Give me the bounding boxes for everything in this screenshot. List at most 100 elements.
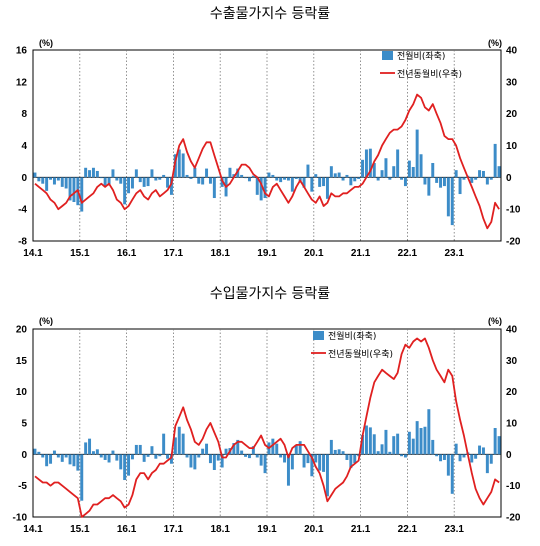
bar (380, 170, 384, 178)
bar (45, 454, 49, 467)
bar (431, 163, 435, 178)
bar (372, 163, 376, 178)
bar (169, 454, 173, 464)
bar (119, 454, 123, 470)
x-tick-label: 19.1 (257, 248, 277, 259)
bar (361, 434, 365, 455)
bar (384, 158, 388, 178)
right-tick-label: 10 (506, 419, 518, 430)
bar (197, 177, 201, 184)
bar (341, 177, 345, 181)
bar (298, 177, 302, 182)
bar (497, 436, 501, 455)
bar (306, 164, 310, 178)
bar (474, 177, 478, 180)
x-tick-label: 15.1 (70, 248, 90, 259)
right-tick-label: 30 (506, 77, 518, 88)
bar (372, 434, 376, 455)
bar (127, 454, 131, 476)
bar (189, 177, 193, 179)
bar (173, 437, 177, 455)
bar (33, 172, 37, 178)
right-tick-label: -10 (506, 205, 521, 216)
bar (68, 177, 72, 201)
bar (52, 177, 56, 185)
bar (115, 177, 119, 181)
bar (212, 454, 216, 470)
bar (80, 454, 84, 501)
left-tick-label: 5 (21, 419, 27, 430)
bar (294, 444, 298, 455)
bar (181, 153, 185, 178)
bar (493, 428, 497, 455)
right-tick-label: 40 (506, 325, 518, 336)
bar (103, 177, 107, 187)
bar (450, 454, 454, 494)
bar (138, 444, 142, 455)
bar (37, 451, 41, 455)
bar (60, 177, 64, 187)
bar (290, 177, 294, 192)
bar (99, 177, 103, 179)
x-tick-label: 21.1 (351, 248, 371, 259)
bar (314, 454, 318, 463)
bar (216, 176, 220, 178)
bar (95, 170, 99, 178)
bar (442, 177, 446, 187)
bar (368, 427, 372, 455)
x-tick-label: 15.1 (70, 524, 90, 535)
bar (431, 439, 435, 455)
bar (337, 449, 341, 455)
bar (60, 454, 64, 462)
bar (37, 177, 41, 182)
bar (80, 177, 84, 212)
bar (91, 167, 95, 178)
left-axis-unit: (%) (39, 38, 53, 48)
bar (41, 454, 45, 458)
right-axis-unit: (%) (488, 38, 502, 48)
left-tick-label: 12 (16, 77, 28, 88)
bar (275, 443, 279, 455)
bar (400, 177, 404, 180)
x-tick-label: 18.1 (210, 524, 230, 535)
bar (201, 448, 205, 455)
bar (33, 448, 37, 455)
bar (134, 444, 138, 455)
bar (208, 177, 212, 184)
bar (345, 454, 349, 460)
bar (107, 454, 111, 463)
bar (481, 447, 485, 455)
bar (138, 177, 142, 183)
left-tick-label: 16 (16, 46, 28, 57)
bar (298, 441, 302, 455)
bar (68, 454, 72, 465)
bar (56, 177, 60, 181)
bar (368, 148, 372, 178)
bar (205, 443, 209, 455)
bar (310, 177, 314, 192)
bar (329, 439, 333, 455)
left-tick-label: 10 (16, 387, 28, 398)
bar (458, 177, 462, 195)
left-tick-label: -5 (18, 481, 27, 492)
right-tick-label: 40 (506, 46, 518, 57)
bar (450, 177, 454, 226)
bar (275, 177, 279, 181)
x-tick-label: 23.1 (444, 524, 464, 535)
legend-label: 전월비(좌축) (328, 330, 376, 342)
bar (470, 454, 474, 463)
x-tick-label: 14.1 (23, 248, 43, 259)
bar (119, 177, 123, 184)
bar (197, 454, 201, 458)
bar (454, 170, 458, 178)
bar (341, 451, 345, 455)
bar (134, 169, 138, 178)
x-tick-label: 17.1 (164, 524, 184, 535)
bar (111, 450, 115, 455)
x-tick-label: 23.1 (444, 248, 464, 259)
left-tick-label: -4 (18, 205, 27, 216)
bar (162, 174, 166, 178)
bar (158, 454, 162, 457)
bar (259, 454, 263, 466)
bar (345, 174, 349, 178)
